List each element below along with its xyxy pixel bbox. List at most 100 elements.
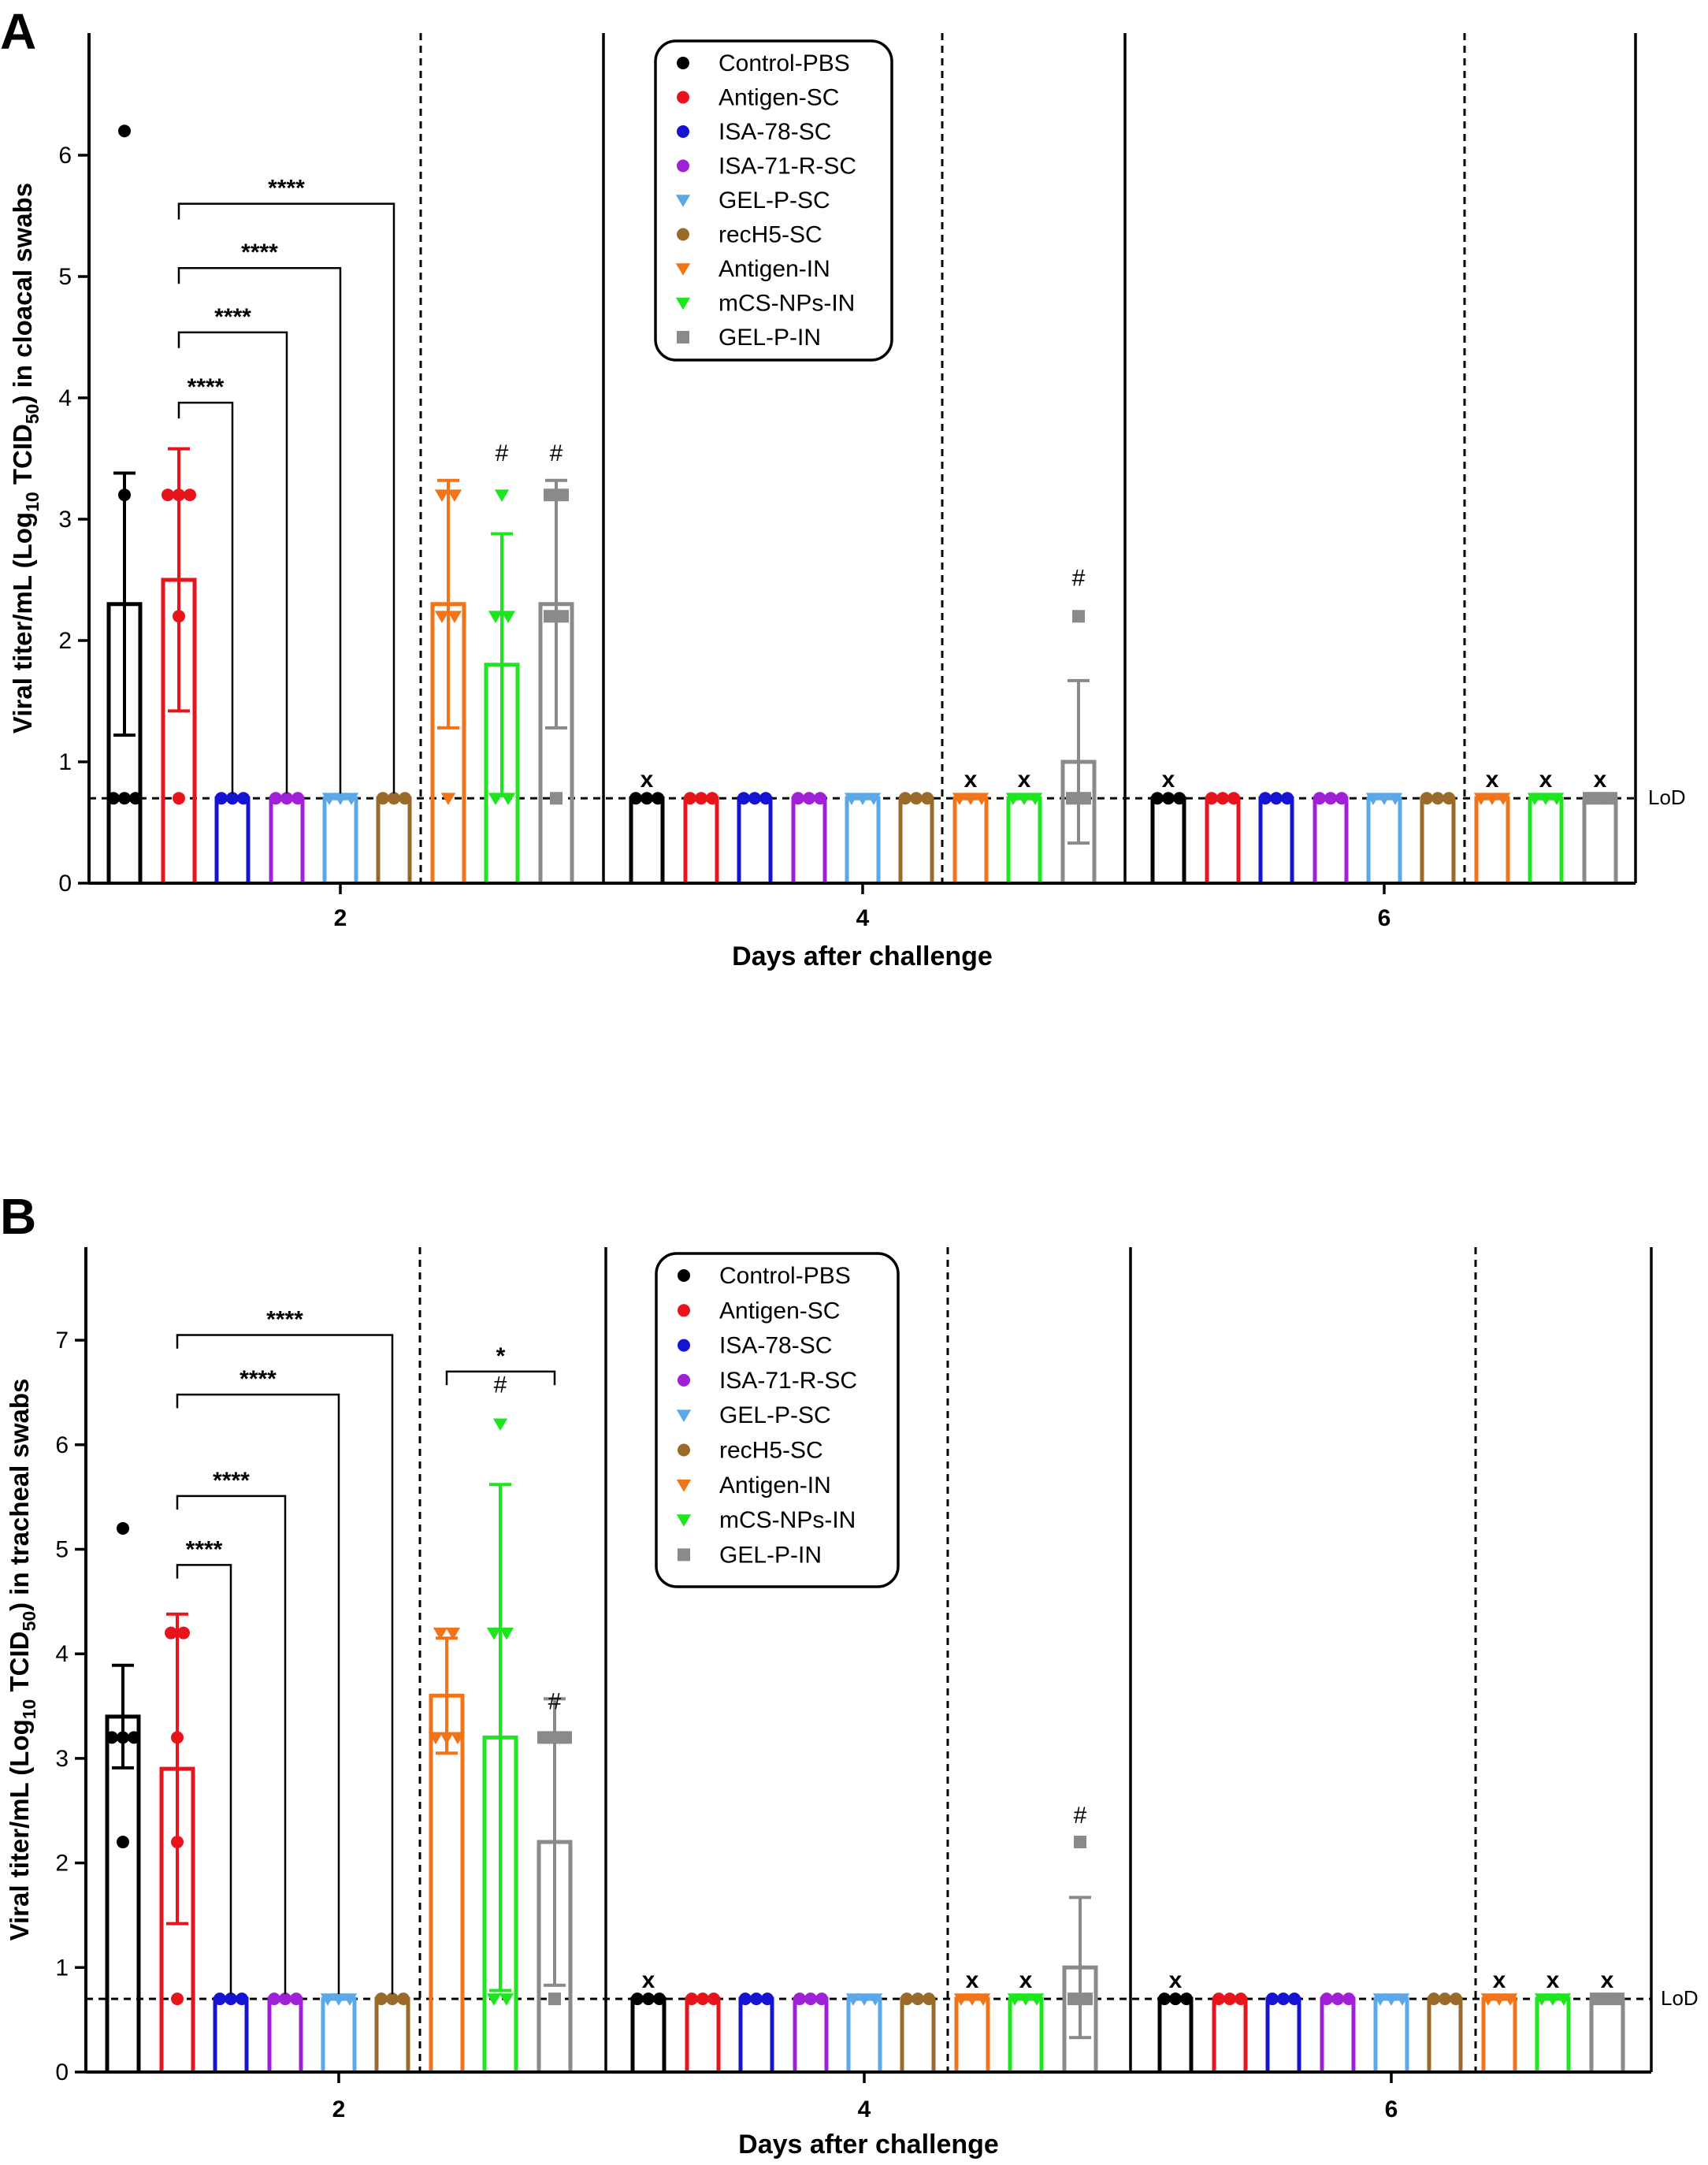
significance-label: **** [214,304,251,330]
data-point [291,792,304,805]
data-point [1068,1992,1080,2006]
legend-label: GEL-P-SC [718,188,830,214]
data-point [1527,793,1543,805]
hash-marker: # [1072,566,1086,592]
significance-bracket [176,1495,287,1995]
data-point [1162,792,1175,805]
bar [630,1996,666,2072]
data-point [118,792,131,805]
bar [376,796,412,883]
data-point [750,1992,763,2006]
panel-b-chart: LoD 0 1 2 3 4 5 6 7 2 4 6 Days after challenge Viral… [0,1188,1699,2159]
data-point [1173,792,1186,805]
legend-label: ISA-78-SC [719,1333,832,1359]
data-point [964,1993,980,2006]
data-point [900,1992,913,2006]
data-point [1484,793,1500,805]
data-point [1495,793,1511,805]
data-point [1428,1992,1440,2006]
data-point [1029,1993,1045,2006]
bar [1006,796,1042,883]
data-point [173,610,185,623]
data-point [343,793,359,805]
data-point [447,489,462,502]
y-axis-label-part: TCID [5,1631,34,1699]
data-point [1266,1992,1279,2006]
data-point [237,792,250,805]
data-point [1480,1993,1496,2006]
bar [952,796,989,883]
bar [629,796,665,883]
data-point [1313,792,1326,805]
data-point [1545,1993,1561,2006]
data-point [696,1992,709,2006]
y-tick-label: 3 [55,1746,69,1772]
bar [898,796,934,883]
data-point [550,792,563,805]
data-point [1235,1992,1247,2006]
data-point [544,488,556,502]
data-point [684,792,696,805]
legend-marker [677,91,689,104]
bar [1589,1996,1625,2072]
bar [737,796,773,883]
data-point [321,793,337,805]
x-marker: x [1169,1967,1183,1993]
data-point [268,1992,280,2006]
legend-marker [677,125,689,138]
data-point [685,1992,698,2006]
data-point [1590,1992,1602,2006]
data-point [548,1992,561,2006]
data-point [1491,1993,1507,2006]
significance-bracket [445,1370,556,1386]
data-point [269,792,282,805]
x-marker: x [1546,1967,1560,1993]
data-point [129,792,142,805]
data-point [1473,793,1489,805]
data-point [1180,1992,1193,2006]
data-point [912,1992,924,2006]
y-axis-label-part: Viral titer/mL (Log [8,512,37,733]
data-point [974,793,990,805]
legend-marker [677,331,689,344]
bar [1535,1996,1571,2072]
data-point [226,792,239,805]
data-point [500,793,516,805]
data-point [162,488,174,502]
data-point [171,1836,184,1849]
bar [1373,1996,1409,2072]
data-point [165,1626,177,1640]
data-point [386,1992,399,2006]
data-point [388,792,400,805]
bar [738,1996,774,2072]
data-point [499,1627,514,1640]
y-tick-label: 5 [58,264,72,290]
bar [845,796,881,883]
legend-marker [675,263,691,276]
data-point [1342,1992,1355,2006]
data-point [631,1992,644,2006]
data-point [1443,792,1455,805]
x-marker: x [1594,767,1607,793]
bar [1366,796,1402,883]
data-point [447,611,462,623]
data-point [1270,792,1283,805]
significance-label: **** [213,1468,250,1494]
legend-label: Antigen-SC [719,1298,840,1324]
data-point [1549,793,1565,805]
x-marker: x [1601,1967,1614,1993]
data-point [1387,793,1403,805]
data-point [486,1993,502,2006]
legend-label: Antigen-IN [718,256,830,282]
data-point [375,1992,388,2006]
x-marker: x [640,767,654,793]
data-point [1365,793,1381,805]
x-tick-label: 4 [856,905,870,931]
y-tick-label: 7 [55,1328,69,1354]
bar [954,1996,990,2072]
data-point [290,1992,303,2006]
x-marker: x [1162,767,1175,793]
bar [1427,1996,1463,2072]
panel-letter: A [0,3,36,60]
legend-marker [675,195,691,207]
